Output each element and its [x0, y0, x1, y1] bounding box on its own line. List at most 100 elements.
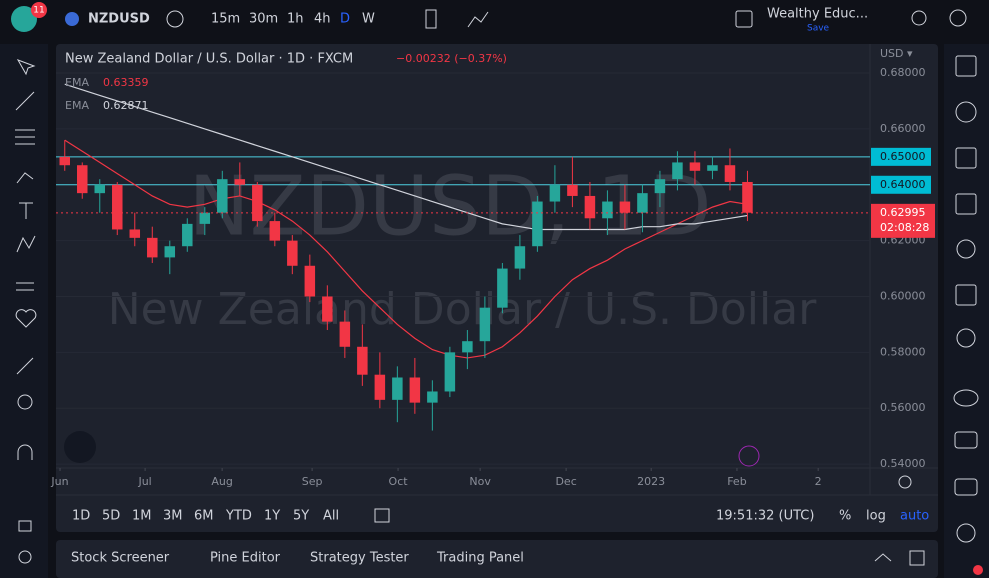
x-tick-label: 2023 [637, 475, 665, 488]
candle-body [217, 179, 228, 213]
candle-body [234, 179, 246, 185]
list-icon[interactable] [955, 193, 977, 215]
layout-icon[interactable] [735, 10, 753, 28]
brush-tool[interactable] [16, 172, 34, 184]
candle-body [182, 223, 193, 247]
y-tick-label: 0.58000 [880, 345, 926, 358]
range-button[interactable]: 6M [194, 509, 214, 524]
candles-icon[interactable] [425, 9, 437, 29]
collapse-icon[interactable] [874, 553, 892, 562]
legend-value: 0.62871 [103, 99, 149, 112]
messages-icon[interactable] [954, 478, 978, 496]
eye-tool[interactable] [18, 550, 32, 564]
y-tick-label: 0.60000 [880, 290, 926, 303]
alerts-icon[interactable] [955, 101, 977, 123]
fib-tool[interactable] [15, 129, 35, 145]
watermark-name: New Zealand Dollar / U.S. Dollar [108, 284, 818, 335]
maximize-icon[interactable] [909, 550, 925, 566]
interval[interactable]: D [340, 12, 350, 27]
scale-option[interactable]: % [839, 509, 851, 524]
streams-icon[interactable] [953, 389, 979, 407]
candle-body [602, 201, 613, 219]
favorite-tool[interactable] [15, 309, 37, 328]
chart-title: New Zealand Dollar / U.S. Dollar · 1D · … [65, 52, 353, 67]
scale-option[interactable]: auto [900, 509, 929, 524]
right-toolbar [944, 44, 989, 578]
range-button[interactable]: 1M [132, 509, 152, 524]
range-button[interactable]: All [323, 509, 339, 524]
panel-tab[interactable]: Pine Editor [210, 551, 281, 566]
forecast-tool[interactable] [16, 282, 34, 291]
candle-body [619, 201, 631, 213]
range-button[interactable]: 5D [102, 509, 120, 524]
interval[interactable]: 15m [211, 12, 240, 27]
flag [65, 12, 79, 26]
tool-icons [15, 55, 979, 566]
help-icon[interactable] [956, 523, 976, 543]
candle-body [444, 352, 456, 392]
candle-body [654, 179, 666, 194]
scale-option[interactable]: log [866, 509, 886, 524]
watermark: NZDUSD, 1D New Zealand Dollar / U.S. Dol… [108, 159, 818, 335]
currency[interactable]: USD ▾ [880, 47, 913, 60]
text-tool[interactable] [19, 202, 33, 219]
x-tick-label: Nov [469, 475, 491, 488]
range-button[interactable]: 1D [72, 509, 90, 524]
line-tool[interactable] [15, 91, 35, 111]
ruler-tool[interactable] [16, 357, 34, 375]
candle-body [584, 195, 596, 219]
candle-body [689, 162, 701, 171]
candle-body [112, 184, 123, 230]
symbol[interactable]: NZDUSD [88, 12, 150, 27]
range-button[interactable]: 1Y [264, 509, 280, 524]
news-icon[interactable] [955, 147, 977, 169]
lock-tool[interactable] [18, 520, 32, 532]
candle-body [252, 184, 263, 222]
save[interactable]: Save [807, 24, 830, 34]
add-icon[interactable] [166, 10, 184, 28]
pattern-tool[interactable] [16, 235, 36, 253]
interval[interactable]: 30m [249, 12, 278, 27]
magnet-tool[interactable] [17, 444, 33, 460]
ideas-icon[interactable] [956, 328, 976, 348]
cursor-tool[interactable] [16, 59, 36, 76]
range-button[interactable]: YTD [225, 509, 252, 524]
events-icon[interactable] [738, 445, 760, 467]
plot [56, 72, 870, 471]
search-icon[interactable] [911, 10, 927, 26]
candle-body [637, 193, 648, 213]
x-tick-label: Oct [389, 475, 409, 488]
avatar[interactable] [11, 6, 37, 32]
date-range-icon[interactable] [374, 508, 390, 523]
interval[interactable]: W [362, 12, 375, 27]
calendar-icon[interactable] [955, 284, 977, 306]
range-button[interactable]: 5Y [293, 509, 309, 524]
panel-tab[interactable]: Strategy Tester [310, 551, 409, 566]
indicators-icon[interactable] [467, 11, 489, 28]
account[interactable]: Wealthy Educ... [767, 7, 868, 22]
zoom-tool[interactable] [17, 394, 33, 410]
candle-body [742, 181, 753, 213]
interval[interactable]: 4h [314, 12, 331, 27]
level-label: 0.64000 [880, 178, 926, 191]
candle-body [357, 346, 368, 375]
last-price-tag [871, 203, 935, 238]
settings-icon[interactable] [949, 9, 967, 27]
hotlist-icon[interactable] [956, 239, 976, 259]
candle-body [479, 307, 491, 342]
legend-name: EMA [65, 76, 89, 89]
watchlist-icon[interactable] [955, 55, 977, 77]
candle-body [514, 246, 526, 269]
candle-body [409, 377, 421, 403]
panel-tab[interactable]: Trading Panel [436, 551, 524, 566]
chats-icon[interactable] [954, 431, 978, 449]
panel-tab[interactable]: Stock Screener [71, 551, 170, 566]
candle-body [707, 165, 718, 171]
interval[interactable]: 1h [287, 12, 304, 27]
legend-name: EMA [65, 99, 89, 112]
axis-settings[interactable] [898, 475, 912, 489]
candle-body [392, 377, 403, 400]
range-button[interactable]: 3M [163, 509, 183, 524]
